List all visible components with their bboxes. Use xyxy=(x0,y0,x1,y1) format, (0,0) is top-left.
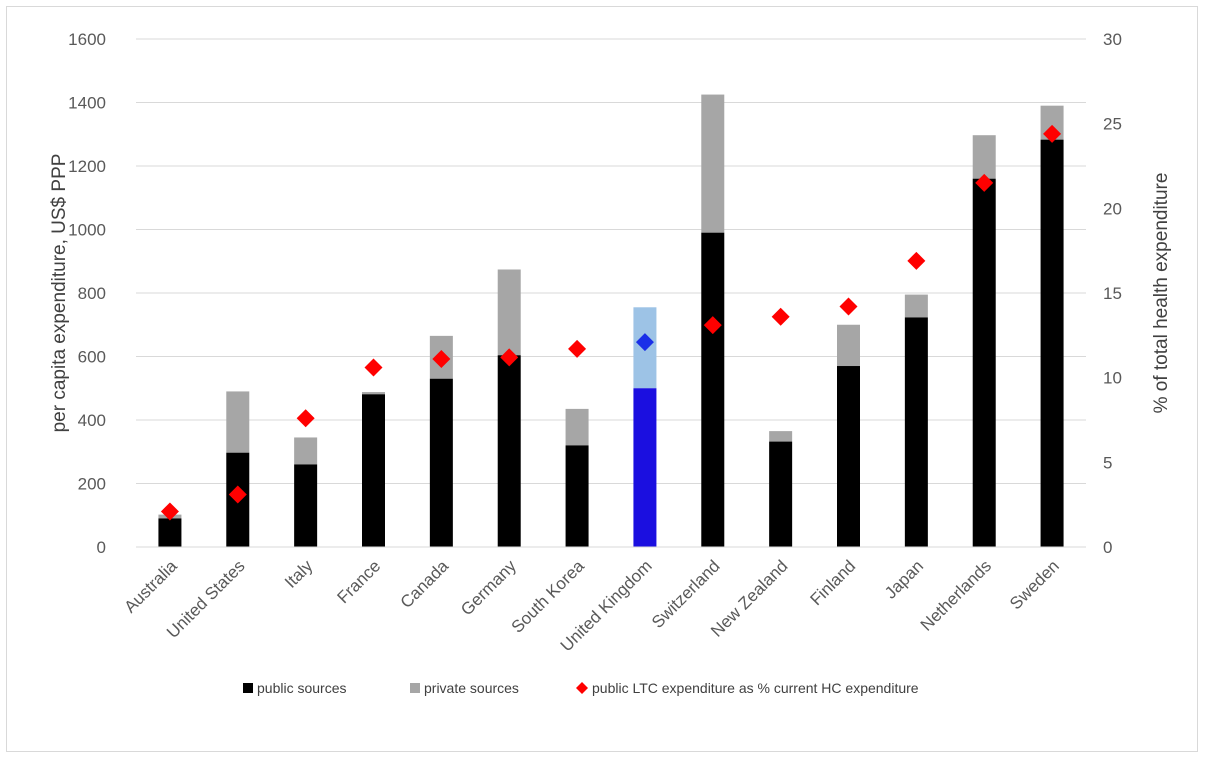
y2-tick-label: 5 xyxy=(1103,453,1112,472)
combo-chart: 0 200 400 600 800 1000 1200 1400 1600 0 5 10 15 20 25 3… xyxy=(49,30,1172,696)
y2-tick-label: 20 xyxy=(1103,199,1122,218)
bar-private-italy xyxy=(294,437,318,465)
marker-france xyxy=(364,358,383,377)
y-tick-label: 0 xyxy=(97,538,106,557)
y-tick-label: 1400 xyxy=(68,94,106,113)
bar-public-canada xyxy=(429,378,453,547)
marker-japan xyxy=(907,251,926,270)
bar-public-australia xyxy=(158,518,182,547)
marker-italy xyxy=(296,409,315,428)
marker-united-states xyxy=(228,485,247,504)
y-tick-label: 1600 xyxy=(68,30,106,49)
bar-public-germany xyxy=(497,355,521,547)
legend-label-ltc: public LTC expenditure as % current HC e… xyxy=(592,680,919,696)
y2-tick-label: 25 xyxy=(1103,115,1122,134)
marker-canada xyxy=(432,350,451,369)
bar-private-france xyxy=(362,392,385,395)
marker-australia xyxy=(160,502,179,521)
bar-public-japan xyxy=(904,317,928,547)
bar-private-united-states xyxy=(226,391,250,453)
x-tick-label: Finland xyxy=(806,556,859,609)
x-tick-label: Australia xyxy=(121,556,182,617)
y2-tick-label: 10 xyxy=(1103,369,1122,388)
x-tick-label: Japan xyxy=(881,556,927,602)
bar-private-germany xyxy=(497,269,521,356)
legend-label-public: public sources xyxy=(257,680,347,696)
bar-public-united-kingdom xyxy=(633,388,657,547)
y2-axis-title: % of total health expenditure xyxy=(1151,173,1172,414)
marker-south-korea xyxy=(568,339,587,358)
y-tick-label: 800 xyxy=(78,284,106,303)
marker-netherlands xyxy=(975,173,994,192)
marker-finland xyxy=(839,297,858,316)
bar-public-sweden xyxy=(1040,139,1064,547)
x-tick-label: Netherlands xyxy=(917,556,995,634)
marker-new-zealand xyxy=(771,307,790,326)
marker-germany xyxy=(500,348,519,367)
y-tick-label: 400 xyxy=(78,411,106,430)
chart-frame: 0 200 400 600 800 1000 1200 1400 1600 0 5 10 15 20 25 3… xyxy=(6,6,1198,752)
bar-private-switzerland xyxy=(701,94,725,233)
legend-swatch-private xyxy=(410,683,420,693)
y2-tick-label: 30 xyxy=(1103,30,1122,49)
bar-public-new-zealand xyxy=(769,441,793,547)
y2-tick-label: 0 xyxy=(1103,538,1112,557)
bar-public-south-korea xyxy=(565,445,589,547)
x-tick-label: Switzerland xyxy=(648,556,724,632)
y-tick-label: 1000 xyxy=(68,221,106,240)
y-tick-label: 600 xyxy=(78,348,106,367)
marker-switzerland xyxy=(703,316,722,335)
x-tick-label: Italy xyxy=(281,556,317,592)
bar-private-netherlands xyxy=(972,135,996,179)
bar-private-new-zealand xyxy=(769,431,793,442)
legend-swatch-public xyxy=(243,683,253,693)
bar-private-finland xyxy=(837,324,860,367)
bar-public-netherlands xyxy=(972,178,996,547)
bar-public-finland xyxy=(837,366,860,547)
y-tick-label: 200 xyxy=(78,475,106,494)
legend-swatch-ltc xyxy=(576,682,588,694)
x-tick-label: Canada xyxy=(397,556,453,612)
y2-tick-label: 15 xyxy=(1103,284,1122,303)
x-tick-label: France xyxy=(333,556,384,607)
bar-public-france xyxy=(362,394,385,547)
legend-label-private: private sources xyxy=(424,680,519,696)
x-tick-label: Sweden xyxy=(1006,556,1063,613)
marker-united-kingdom xyxy=(635,333,654,352)
bar-public-italy xyxy=(294,464,318,547)
y-tick-label: 1200 xyxy=(68,157,106,176)
x-tick-label: Germany xyxy=(457,556,520,619)
y-axis-title: per capita expenditure, US$ PPP xyxy=(49,154,70,433)
bar-public-switzerland xyxy=(701,232,725,548)
bar-private-south-korea xyxy=(565,408,589,446)
bar-private-japan xyxy=(904,294,928,318)
